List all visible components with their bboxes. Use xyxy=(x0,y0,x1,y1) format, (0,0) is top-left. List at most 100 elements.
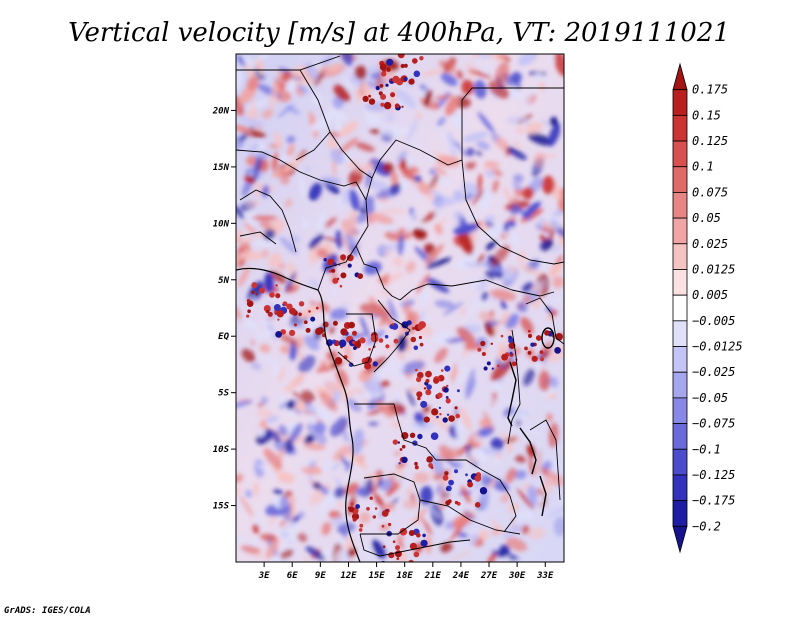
convective-cell xyxy=(347,263,352,268)
convective-cell xyxy=(486,361,491,366)
velocity-cell xyxy=(256,510,264,532)
velocity-cell xyxy=(310,117,333,132)
convective-cell xyxy=(465,473,468,477)
velocity-cell xyxy=(434,300,455,309)
velocity-cell xyxy=(385,111,395,123)
velocity-cell xyxy=(296,400,307,413)
velocity-cell xyxy=(477,173,483,192)
colorbar-label: −0.005 xyxy=(692,314,735,328)
convective-cell xyxy=(331,268,336,273)
velocity-cell xyxy=(239,495,254,517)
convective-cell xyxy=(380,102,385,107)
velocity-cell xyxy=(448,110,466,129)
velocity-cell xyxy=(252,154,263,182)
y-tick-label: 5N xyxy=(218,276,229,286)
velocity-cell xyxy=(420,288,429,308)
velocity-cell xyxy=(304,334,320,351)
velocity-cell xyxy=(246,155,257,166)
convective-cell xyxy=(382,545,386,548)
convective-cell xyxy=(338,339,347,348)
convective-cell xyxy=(259,287,265,294)
convective-cell xyxy=(496,364,500,368)
colorbar-swatch xyxy=(672,500,688,527)
velocity-cell xyxy=(425,244,444,265)
convective-cell xyxy=(315,306,319,310)
velocity-cell xyxy=(317,493,331,519)
velocity-cell xyxy=(405,478,416,497)
velocity-cell xyxy=(560,497,564,506)
convective-cell xyxy=(410,336,417,343)
convective-cell xyxy=(368,94,371,98)
velocity-cell xyxy=(546,413,553,422)
velocity-cell xyxy=(408,140,424,151)
velocity-cell xyxy=(425,535,432,554)
velocity-cell xyxy=(508,265,517,274)
convective-cell xyxy=(355,340,358,344)
velocity-cell xyxy=(330,515,346,527)
x-tick-label: 27E xyxy=(480,571,498,581)
velocity-cell xyxy=(468,533,479,545)
velocity-cell xyxy=(236,473,244,483)
convective-cell xyxy=(445,396,449,399)
velocity-cell xyxy=(241,348,256,363)
velocity-cell xyxy=(303,557,309,562)
velocity-cell xyxy=(397,234,405,256)
velocity-cell xyxy=(236,95,245,117)
convective-cell xyxy=(372,361,378,367)
convective-cell xyxy=(417,371,424,379)
velocity-cell xyxy=(538,370,551,392)
convective-cell xyxy=(415,368,418,372)
convective-cell xyxy=(417,433,423,440)
convective-cell xyxy=(414,461,418,466)
convective-cell xyxy=(392,540,396,543)
convective-cell xyxy=(527,351,532,355)
colorbar-swatch xyxy=(672,371,688,399)
map-panel xyxy=(235,53,565,563)
velocity-cell xyxy=(492,381,504,391)
velocity-cell xyxy=(527,484,538,507)
velocity-cell xyxy=(485,224,504,239)
convective-cell xyxy=(467,481,474,488)
colorbar-swatch xyxy=(672,474,688,502)
velocity-cell xyxy=(516,488,534,510)
velocity-cell xyxy=(319,176,342,186)
velocity-cell xyxy=(286,400,295,410)
great-lakes xyxy=(507,327,555,517)
velocity-cell xyxy=(400,181,409,191)
convective-cell xyxy=(414,465,419,470)
convective-cell xyxy=(422,533,426,538)
velocity-cell xyxy=(468,455,477,464)
convective-cell xyxy=(413,345,419,351)
velocity-cell xyxy=(394,451,401,457)
velocity-cell xyxy=(407,389,415,407)
convective-cell xyxy=(379,84,384,88)
velocity-cell xyxy=(472,54,481,60)
velocity-cell xyxy=(502,555,509,562)
convective-cell xyxy=(446,384,449,388)
convective-cell xyxy=(439,413,442,416)
convective-cell xyxy=(251,290,255,294)
convective-cell xyxy=(416,376,422,383)
velocity-cell xyxy=(462,131,489,143)
convective-cell xyxy=(358,528,363,532)
convective-cell xyxy=(289,329,296,336)
velocity-cell xyxy=(388,299,398,323)
velocity-cell xyxy=(512,183,523,191)
velocity-cell xyxy=(463,161,477,171)
velocity-cell xyxy=(237,265,251,288)
velocity-cell xyxy=(416,112,422,120)
convective-cell xyxy=(323,258,327,262)
velocity-cell xyxy=(343,77,353,94)
velocity-cell xyxy=(533,152,546,168)
colorbar-label: 0.15 xyxy=(692,108,721,122)
velocity-cell xyxy=(452,139,468,156)
colorbar-swatch xyxy=(672,114,688,142)
colorbar-label: 0.125 xyxy=(692,134,728,148)
velocity-cell xyxy=(434,223,443,235)
velocity-cell xyxy=(236,67,243,90)
velocity-cell xyxy=(373,201,385,209)
velocity-cell xyxy=(435,537,441,554)
velocity-cell xyxy=(515,455,526,464)
convective-cell xyxy=(383,101,392,110)
velocity-cell xyxy=(355,142,375,152)
